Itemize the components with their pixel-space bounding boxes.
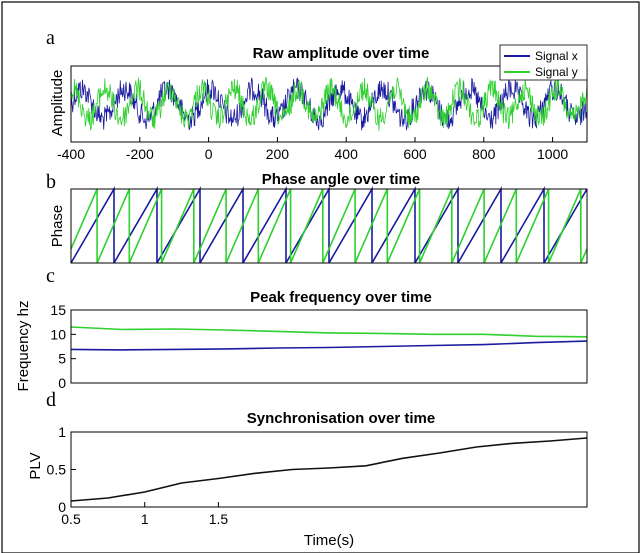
panel-c-line-series-0 xyxy=(70,326,588,338)
panel-d-x-ticks: 0.5 1 1.5 xyxy=(61,502,228,527)
panel-c-axes-box xyxy=(70,309,588,384)
panel-d-y-ticks: 00.51 xyxy=(47,424,76,515)
panel-a-ylabel: Amplitude xyxy=(49,70,66,137)
panel-d-x-tick-label-1: 1 xyxy=(141,511,149,527)
panel-b-axes-box xyxy=(70,188,588,264)
panel-letter-c: c xyxy=(46,265,55,287)
panel-d-line-series-0 xyxy=(70,437,588,502)
panel-d-x-tick-label-0: 0.5 xyxy=(61,511,81,527)
panel-a-legend: Signal x Signal y xyxy=(499,44,588,81)
panel-d-ylabel: PLV xyxy=(27,452,44,479)
panel-c-title: Peak frequency over time xyxy=(250,289,432,306)
panel-d-y-tick-label-0: 0 xyxy=(58,499,66,515)
panel-a-x-tick-label-4: 400 xyxy=(335,146,359,162)
panel-a-x-ticks: -400 -200 0 200 400 600 800 1000 xyxy=(57,137,568,162)
legend-label-signal-y: Signal y xyxy=(535,65,578,79)
panel-letter-a: a xyxy=(46,27,55,49)
panel-a-x-tick-label-3: 200 xyxy=(266,146,290,162)
panel-c-y-tick-label-1: 5 xyxy=(58,351,66,367)
panel-a-title: Raw amplitude over time xyxy=(253,45,430,62)
panel-letter-b: b xyxy=(46,171,56,193)
panel-a-x-tick-label-2: 0 xyxy=(205,146,213,162)
panel-d-x-tick-label-2: 1.5 xyxy=(209,511,229,527)
panel-c-series xyxy=(70,326,588,351)
legend-box xyxy=(499,44,588,81)
panel-c-peak-frequency: Peak frequency over time Frequency hz 0 5… xyxy=(15,289,588,392)
panel-b-ylabel: Phase xyxy=(49,205,66,248)
panel-d-xlabel: Time(s) xyxy=(304,532,354,549)
panel-a-x-tick-label-7: 1000 xyxy=(537,146,568,162)
panel-d-y-tick-label-1: 0.5 xyxy=(47,462,67,478)
panel-a-line-series-1 xyxy=(70,76,588,131)
panel-c-ylabel: Frequency hz xyxy=(15,301,32,392)
panel-d-y-tick-label-2: 1 xyxy=(58,424,66,440)
panel-letter-d: d xyxy=(46,389,56,411)
panel-c-y-tick-label-3: 15 xyxy=(50,302,66,318)
panel-b-phase-angle: Phase angle over time Phase xyxy=(49,171,588,264)
panel-c-line-series-1 xyxy=(70,340,588,351)
panel-d-title: Synchronisation over time xyxy=(247,410,435,427)
panel-a-x-tick-label-1: -200 xyxy=(126,146,154,162)
panel-b-title: Phase angle over time xyxy=(262,171,420,188)
panel-c-y-tick-label-0: 0 xyxy=(58,375,66,391)
panel-c-y-tick-label-2: 10 xyxy=(50,326,66,342)
panel-a-raw-amplitude: Raw amplitude over time Amplitude -400 -2… xyxy=(49,44,588,162)
panel-a-series xyxy=(70,76,588,131)
legend-label-signal-x: Signal x xyxy=(535,49,578,63)
panel-a-x-tick-label-5: 600 xyxy=(403,146,427,162)
panel-a-x-tick-label-0: -400 xyxy=(57,146,85,162)
panel-c-y-ticks: 0 5 10 15 xyxy=(50,302,76,391)
panel-a-axes-box xyxy=(70,65,588,143)
panel-d-series xyxy=(70,437,588,502)
panel-d-synchronisation: Synchronisation over time PLV 00.51 0.5 1… xyxy=(27,410,588,549)
panel-a-x-tick-label-6: 800 xyxy=(472,146,496,162)
